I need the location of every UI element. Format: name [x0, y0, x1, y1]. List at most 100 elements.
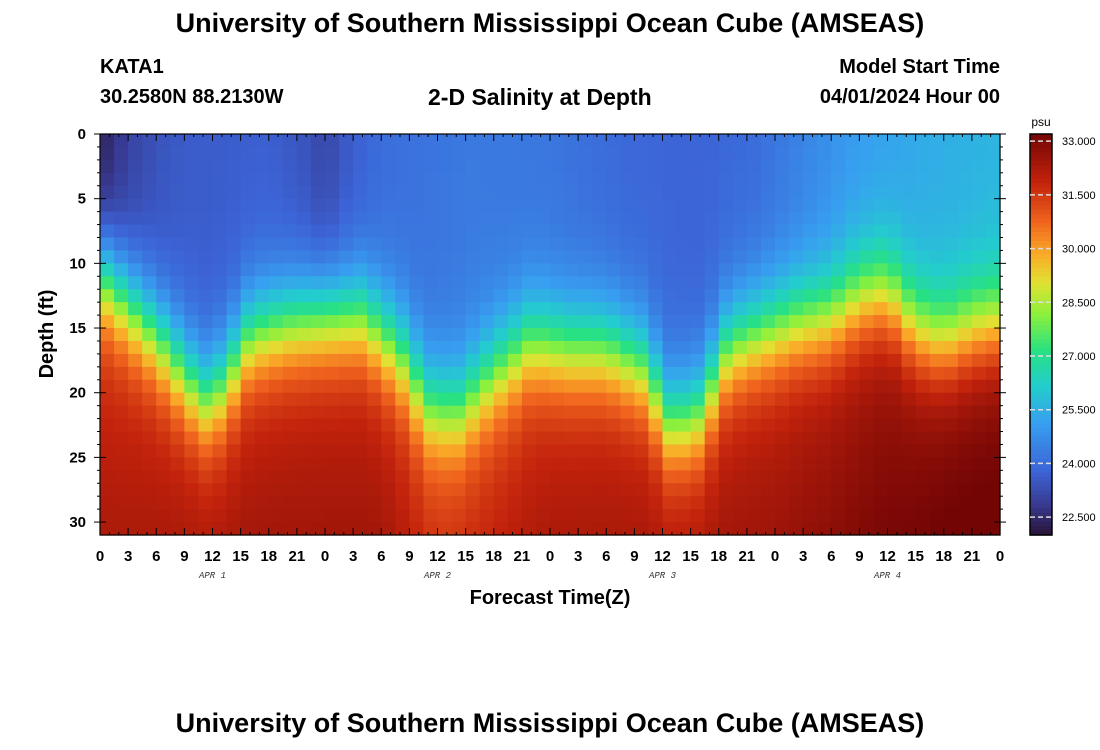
heatmap-cell	[746, 509, 762, 523]
heatmap-cell	[985, 302, 1001, 316]
heatmap-cell	[479, 496, 495, 510]
heatmap-cell	[325, 289, 340, 303]
heatmap-cell	[662, 134, 678, 148]
heatmap-cell	[606, 315, 621, 329]
heatmap-cell	[578, 211, 593, 226]
heatmap-cell	[184, 146, 200, 161]
heatmap-cell	[268, 522, 284, 536]
heatmap-cell	[789, 315, 804, 329]
heatmap-cell	[929, 392, 945, 407]
heatmap-cell	[282, 470, 298, 484]
heatmap-cell	[381, 263, 396, 277]
heatmap-cell	[817, 198, 832, 213]
heatmap-cell	[592, 340, 607, 355]
heatmap-cell	[929, 250, 945, 264]
heatmap-cell	[184, 159, 200, 174]
colorbar-swatch	[1030, 454, 1052, 460]
heatmap-cell	[789, 276, 804, 290]
heatmap-cell	[114, 237, 129, 252]
heatmap-cell	[437, 444, 453, 458]
colorbar-swatch	[1030, 441, 1052, 447]
heatmap-cell	[353, 185, 368, 200]
heatmap-cell	[128, 146, 143, 161]
heatmap-cell	[662, 418, 678, 433]
heatmap-cell	[409, 392, 425, 407]
heatmap-cell	[521, 405, 537, 420]
colorbar-tick-label: 27.000	[1062, 351, 1096, 363]
heatmap-cell	[296, 198, 312, 213]
heatmap-cell	[718, 418, 734, 433]
heatmap-cell	[395, 470, 410, 484]
heatmap-cell	[620, 340, 635, 355]
colorbar-swatch	[1030, 160, 1052, 166]
heatmap-cell	[789, 328, 804, 342]
heatmap-cell	[367, 134, 382, 148]
heatmap-cell	[493, 302, 509, 316]
heatmap-cell	[845, 470, 860, 484]
heatmap-cell	[198, 483, 214, 497]
heatmap-cell	[423, 457, 439, 471]
heatmap-cell	[676, 211, 692, 226]
heatmap-cell	[507, 496, 523, 510]
heatmap-cell	[240, 134, 256, 148]
heatmap-cell	[817, 340, 832, 355]
heatmap-cell	[156, 276, 171, 290]
heatmap-cell	[578, 185, 593, 200]
heatmap-cell	[451, 522, 467, 536]
heatmap-cell	[957, 211, 973, 226]
heatmap-cell	[746, 250, 762, 264]
heatmap-cell	[437, 328, 453, 342]
heatmap-cell	[353, 483, 368, 497]
heatmap-cell	[184, 366, 200, 381]
heatmap-cell	[648, 379, 664, 394]
heatmap-cell	[971, 470, 987, 484]
heatmap-cell	[943, 198, 959, 213]
heatmap-cell	[775, 289, 790, 303]
heatmap-cell	[634, 405, 650, 420]
heatmap-cell	[282, 237, 298, 252]
y-tick-label: 20	[69, 385, 86, 402]
heatmap-cell	[803, 483, 818, 497]
colorbar-swatch	[1030, 289, 1052, 295]
heatmap-cell	[310, 470, 326, 484]
heatmap-cell	[409, 522, 425, 536]
heatmap-cell	[268, 483, 284, 497]
heatmap-cell	[451, 431, 467, 446]
heatmap-cell	[507, 146, 523, 161]
heatmap-cell	[170, 328, 185, 342]
heatmap-cell	[479, 198, 495, 213]
heatmap-cell	[310, 134, 326, 148]
heatmap-cell	[550, 366, 565, 381]
heatmap-cell	[746, 496, 762, 510]
heatmap-cell	[957, 470, 973, 484]
heatmap-cell	[690, 405, 706, 420]
heatmap-cell	[212, 418, 228, 433]
heatmap-cell	[704, 172, 720, 187]
heatmap-cell	[521, 224, 537, 239]
heatmap-cell	[451, 185, 467, 200]
heatmap-cell	[493, 379, 509, 394]
colorbar-swatch	[1030, 156, 1052, 162]
day-label: APR 4	[873, 571, 901, 581]
colorbar-tick-label: 22.500	[1062, 512, 1096, 524]
heatmap-cell	[662, 263, 678, 277]
heatmap-cell	[114, 457, 129, 471]
heatmap-cell	[957, 392, 973, 407]
heatmap-cell	[775, 263, 790, 277]
heatmap-cell	[957, 263, 973, 277]
heatmap-cell	[676, 431, 692, 446]
heatmap-cell	[339, 146, 354, 161]
heatmap-cell	[971, 224, 987, 239]
heatmap-cell	[718, 522, 734, 536]
heatmap-cell	[353, 198, 368, 213]
heatmap-cell	[535, 392, 551, 407]
heatmap-cell	[507, 224, 523, 239]
heatmap-cell	[831, 496, 846, 510]
heatmap-cell	[578, 431, 593, 446]
heatmap-cell	[479, 444, 495, 458]
heatmap-cell	[423, 237, 439, 252]
heatmap-cell	[943, 457, 959, 471]
heatmap-cell	[367, 457, 382, 471]
heatmap-cell	[704, 444, 720, 458]
heatmap-cell	[817, 522, 832, 536]
